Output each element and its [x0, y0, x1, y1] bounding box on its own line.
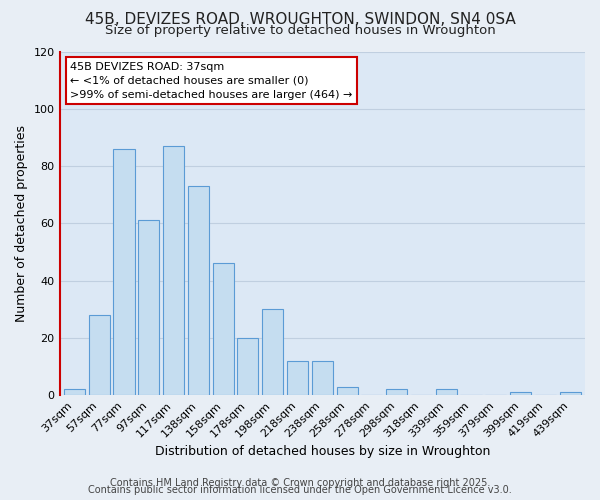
Text: Contains public sector information licensed under the Open Government Licence v3: Contains public sector information licen…: [88, 485, 512, 495]
Bar: [113, 149, 134, 395]
Y-axis label: Number of detached properties: Number of detached properties: [15, 125, 28, 322]
X-axis label: Distribution of detached houses by size in Wroughton: Distribution of detached houses by size …: [155, 444, 490, 458]
Text: 45B DEVIZES ROAD: 37sqm
← <1% of detached houses are smaller (0)
>99% of semi-de: 45B DEVIZES ROAD: 37sqm ← <1% of detache…: [70, 62, 352, 100]
Bar: [262, 309, 283, 395]
Bar: [188, 186, 209, 395]
Bar: [510, 392, 531, 395]
Text: Contains HM Land Registry data © Crown copyright and database right 2025.: Contains HM Land Registry data © Crown c…: [110, 478, 490, 488]
Bar: [436, 390, 457, 395]
Text: 45B, DEVIZES ROAD, WROUGHTON, SWINDON, SN4 0SA: 45B, DEVIZES ROAD, WROUGHTON, SWINDON, S…: [85, 12, 515, 28]
Bar: [138, 220, 160, 395]
Bar: [89, 315, 110, 395]
Bar: [560, 392, 581, 395]
Bar: [238, 338, 259, 395]
Bar: [64, 390, 85, 395]
Bar: [386, 390, 407, 395]
Bar: [337, 386, 358, 395]
Text: Size of property relative to detached houses in Wroughton: Size of property relative to detached ho…: [104, 24, 496, 37]
Bar: [287, 360, 308, 395]
Bar: [212, 264, 233, 395]
Bar: [312, 360, 333, 395]
Bar: [163, 146, 184, 395]
